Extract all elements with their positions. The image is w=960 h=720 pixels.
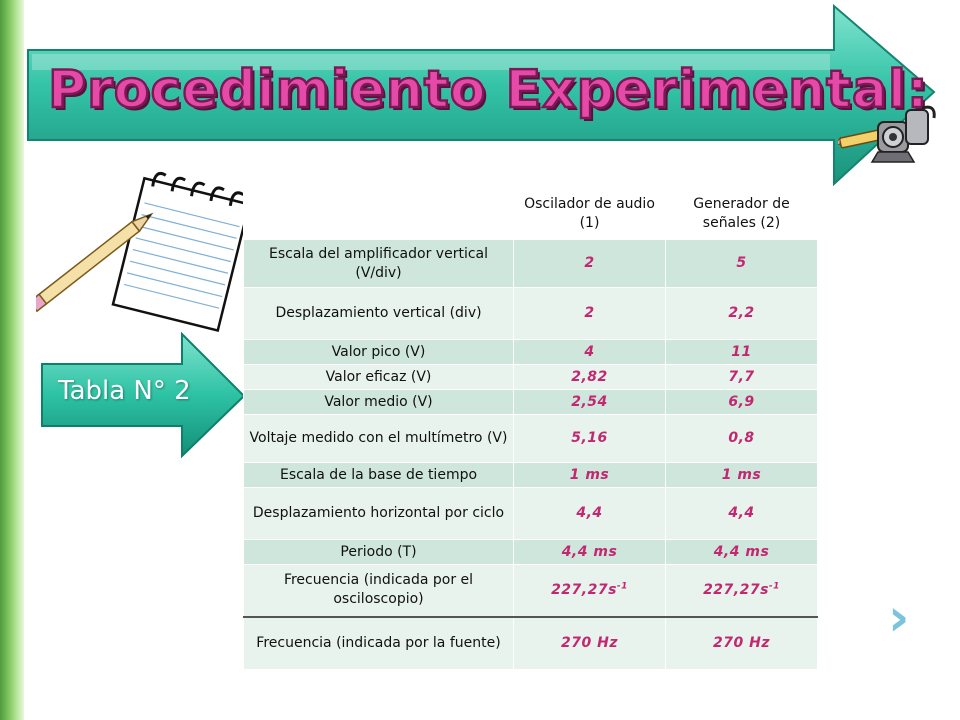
value-generador: 5 <box>665 239 818 288</box>
row-label: Valor pico (V) <box>243 339 514 365</box>
pencil-sharpener-icon <box>838 105 936 163</box>
table-row: Escala de la base de tiempo 1 ms 1 ms <box>243 462 818 488</box>
value-generador: 0,8 <box>665 414 818 463</box>
table-row: Valor eficaz (V) 2,82 7,7 <box>243 364 818 390</box>
table-row: Frecuencia (indicada por el osciloscopio… <box>243 564 818 617</box>
table-row: Voltaje medido con el multímetro (V) 5,1… <box>243 414 818 463</box>
value-oscilador: 2,54 <box>513 389 666 415</box>
value-generador: 7,7 <box>665 364 818 390</box>
table-row: Desplazamiento horizontal por ciclo 4,4 … <box>243 487 818 540</box>
value-generador: 270 Hz <box>665 615 818 670</box>
value-oscilador: 270 Hz <box>513 615 666 670</box>
value-generador: 4,4 <box>665 487 818 540</box>
value-oscilador: 5,16 <box>513 414 666 463</box>
value-generador: 2,2 <box>665 287 818 340</box>
row-label: Periodo (T) <box>243 539 514 565</box>
value-oscilador: 4,4 ms <box>513 539 666 565</box>
value-oscilador: 2 <box>513 287 666 340</box>
notepad-pencil-icon <box>36 171 246 333</box>
table-row: Valor pico (V) 4 11 <box>243 339 818 365</box>
table-row: Periodo (T) 4,4 ms 4,4 ms <box>243 539 818 565</box>
value-oscilador: 4,4 <box>513 487 666 540</box>
value-oscilador: 1 ms <box>513 462 666 488</box>
row-label: Frecuencia (indicada por el osciloscopio… <box>243 564 514 617</box>
left-accent-bar <box>0 0 24 720</box>
chevron-right-icon[interactable]: › <box>888 588 910 648</box>
row-label: Desplazamiento vertical (div) <box>243 287 514 340</box>
data-table: Oscilador de audio (1) Generador de seña… <box>243 187 818 670</box>
value-oscilador: 227,27s-1 <box>513 564 666 617</box>
slide-title: Procedimiento Experimental: <box>47 59 929 122</box>
row-label: Escala de la base de tiempo <box>243 462 514 488</box>
row-label: Desplazamiento horizontal por ciclo <box>243 487 514 540</box>
value-generador: 227,27s-1 <box>665 564 818 617</box>
value-oscilador: 4 <box>513 339 666 365</box>
table-corner-cell <box>243 187 514 240</box>
value-text: 227,27s <box>703 581 769 598</box>
value-text: 227,27s <box>551 581 617 598</box>
row-label: Valor eficaz (V) <box>243 364 514 390</box>
tabla-arrow-banner <box>41 331 246 459</box>
column-header-oscilador: Oscilador de audio (1) <box>513 187 666 240</box>
value-exponent: -1 <box>768 581 780 592</box>
value-oscilador: 2 <box>513 239 666 288</box>
value-oscilador: 2,82 <box>513 364 666 390</box>
row-label: Voltaje medido con el multímetro (V) <box>243 414 514 463</box>
value-generador: 6,9 <box>665 389 818 415</box>
row-label: Valor medio (V) <box>243 389 514 415</box>
row-label: Escala del amplificador vertical (V/div) <box>243 239 514 288</box>
value-generador: 1 ms <box>665 462 818 488</box>
table-row: Frecuencia (indicada por la fuente) 270 … <box>243 615 818 670</box>
tabla-label: Tabla N° 2 <box>58 376 191 406</box>
column-header-generador: Generador de señales (2) <box>665 187 818 240</box>
row-label: Frecuencia (indicada por la fuente) <box>243 615 514 670</box>
value-generador: 11 <box>665 339 818 365</box>
table-header-row: Oscilador de audio (1) Generador de seña… <box>243 187 818 240</box>
table-row: Valor medio (V) 2,54 6,9 <box>243 389 818 415</box>
value-exponent: -1 <box>616 581 628 592</box>
value-generador: 4,4 ms <box>665 539 818 565</box>
table-row: Desplazamiento vertical (div) 2 2,2 <box>243 287 818 340</box>
table-row: Escala del amplificador vertical (V/div)… <box>243 239 818 288</box>
